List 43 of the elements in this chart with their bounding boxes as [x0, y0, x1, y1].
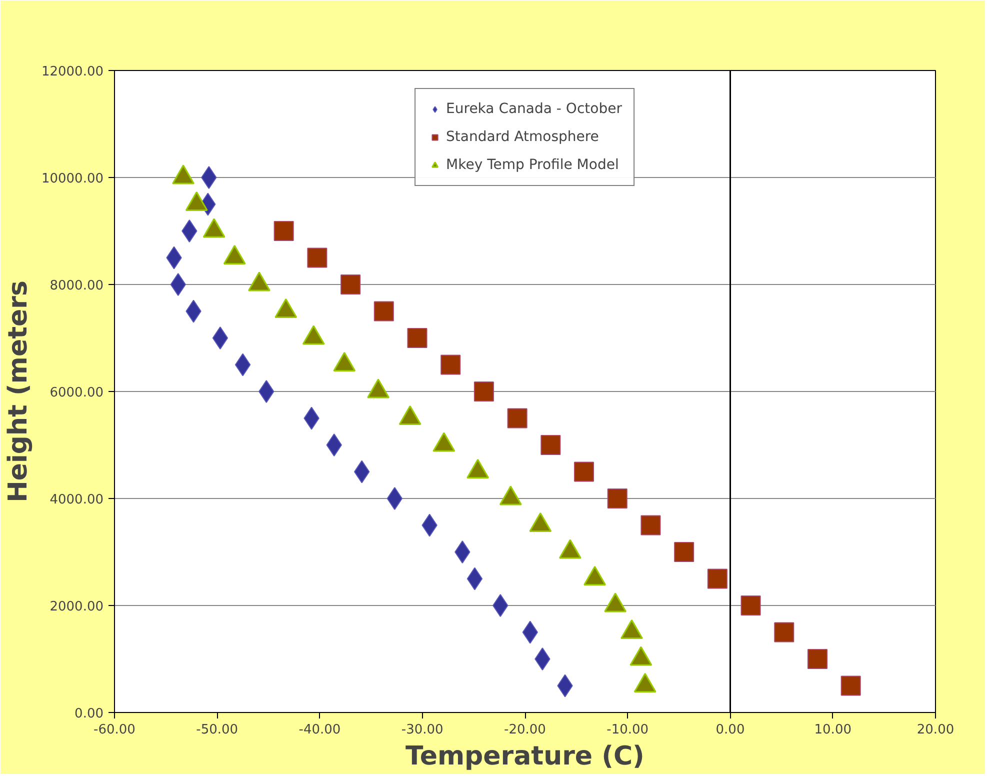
- y-axis-title: Height (meters: [3, 280, 34, 502]
- point: [307, 248, 328, 268]
- x-tick-label: -60.00: [94, 722, 136, 738]
- x-tick-label: -30.00: [401, 722, 444, 738]
- x-tick-label: -40.00: [298, 722, 341, 738]
- x-tick-label: 20.00: [916, 722, 954, 738]
- legend-label: Standard Atmosphere: [446, 129, 599, 145]
- y-tick-label: 0.00: [74, 706, 104, 722]
- y-tick-label: 2000.00: [50, 600, 104, 614]
- point: [340, 274, 361, 294]
- point: [440, 354, 461, 375]
- point: [407, 328, 428, 348]
- point: [774, 622, 794, 642]
- x-tick-label: 0.00: [716, 722, 745, 738]
- y-tick-label: 10000.00: [41, 172, 104, 186]
- point: [807, 649, 828, 669]
- y-tick-label: 6000.00: [50, 386, 104, 400]
- point: [374, 301, 394, 322]
- point: [640, 515, 661, 536]
- point: [466, 567, 483, 590]
- y-tick-label: 8000.00: [50, 278, 104, 294]
- x-tick-label: -20.00: [504, 722, 546, 738]
- point: [740, 596, 761, 616]
- point: [212, 326, 228, 350]
- point: [574, 462, 594, 482]
- y-tick-label: 12000.00: [41, 64, 104, 80]
- point: [840, 676, 861, 696]
- point: [354, 460, 370, 484]
- point: [507, 408, 528, 428]
- point: [540, 435, 561, 455]
- legend-label: Mkey Temp Profile Model: [446, 157, 619, 173]
- x-axis-title: Temperature (C): [406, 742, 644, 772]
- x-tick-label: -10.00: [606, 722, 649, 738]
- legend-label: Eureka Canada - October: [446, 101, 622, 117]
- point: [234, 353, 251, 376]
- x-tick-label: -50.00: [196, 722, 238, 738]
- point: [707, 568, 728, 589]
- x-tick-label: 10.00: [814, 722, 852, 738]
- point: [674, 542, 694, 562]
- y-tick-label: 4000.00: [50, 492, 104, 508]
- point: [274, 221, 294, 241]
- point: [607, 488, 628, 508]
- point: [474, 382, 494, 402]
